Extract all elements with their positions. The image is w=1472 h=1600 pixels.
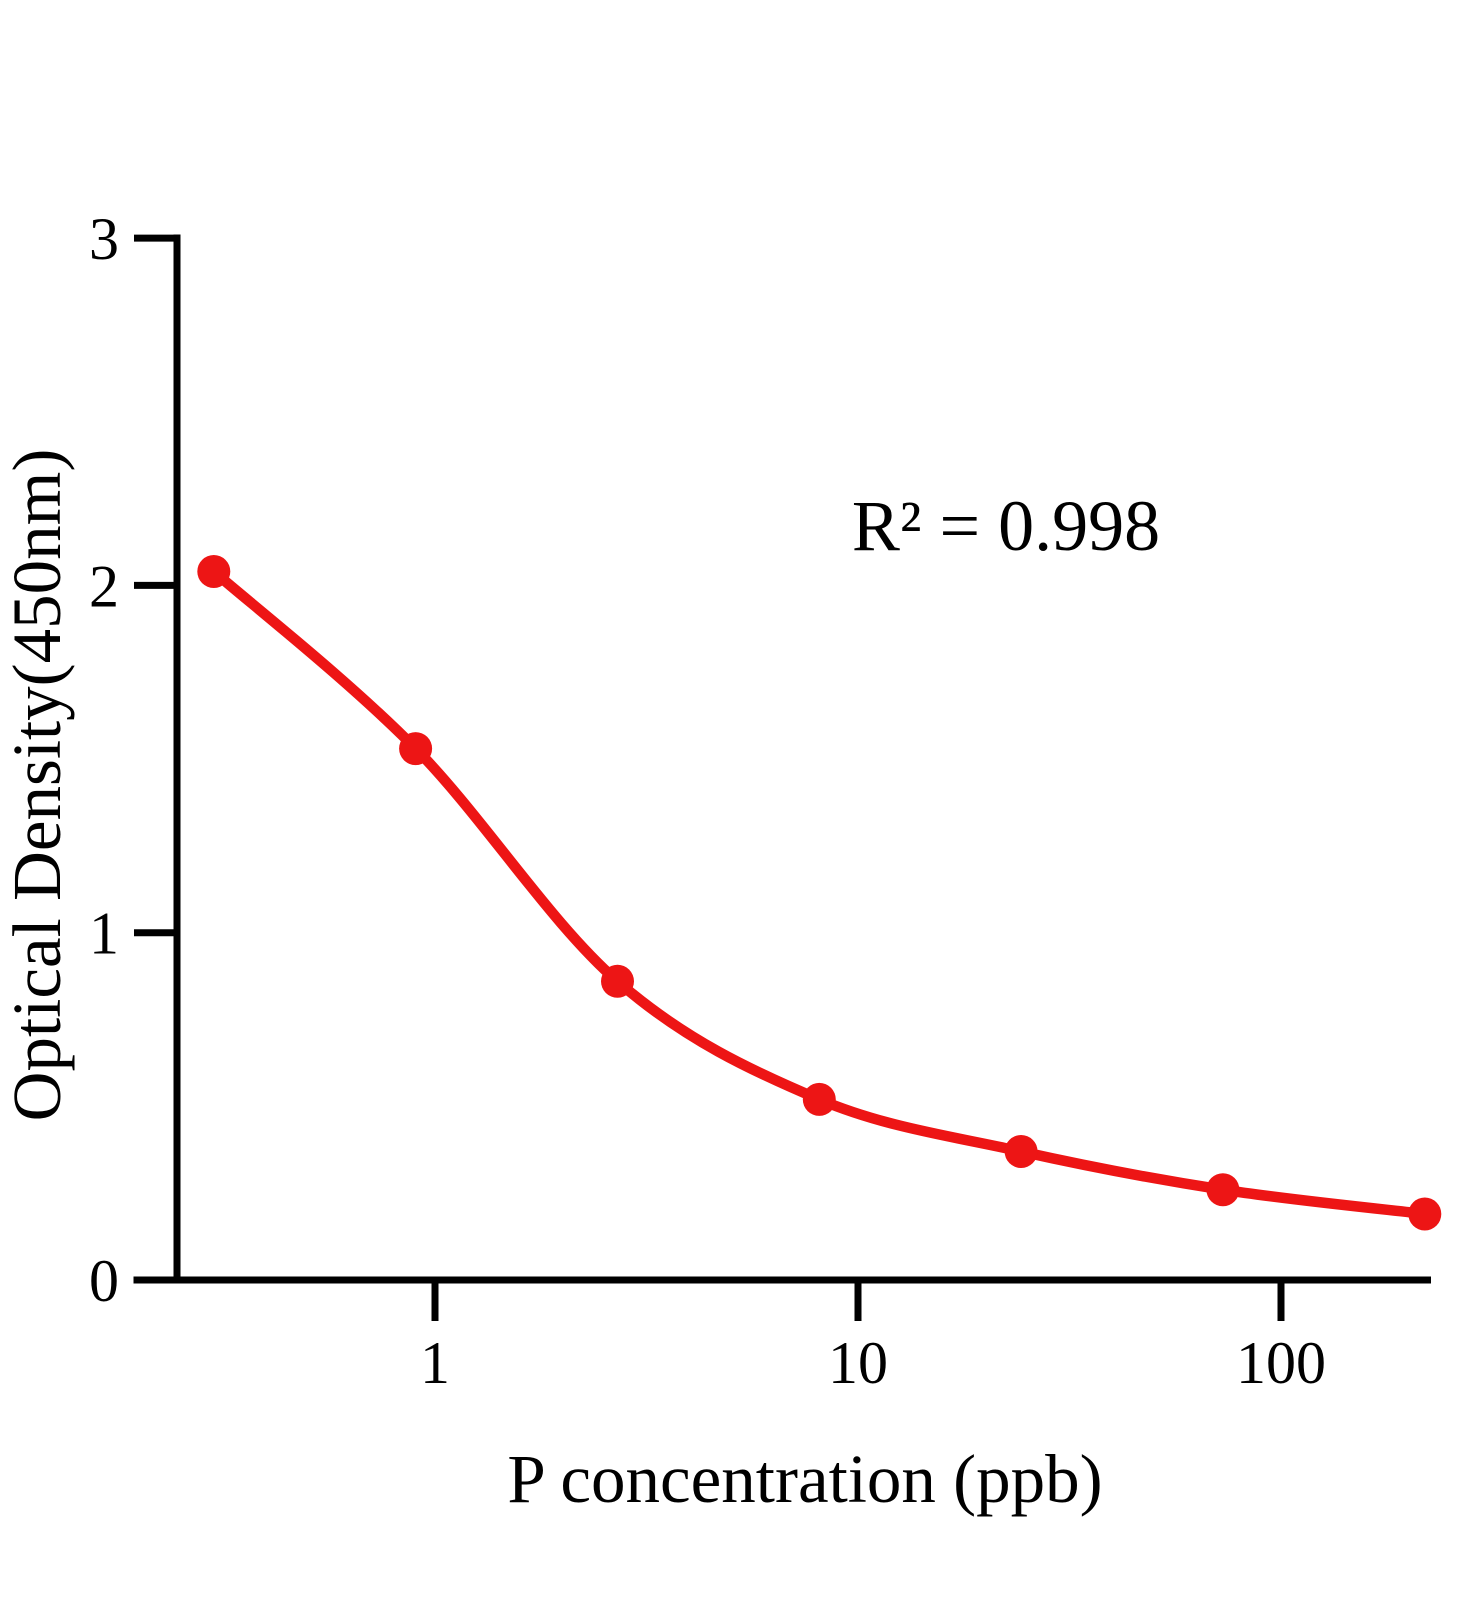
y-tick-label: 2 — [89, 553, 119, 619]
r-squared-annotation: R² = 0.998 — [852, 486, 1160, 566]
data-point — [1206, 1173, 1240, 1207]
x-tick-label: 1 — [420, 1330, 450, 1396]
y-axis-title: Optical Density(450nm) — [0, 449, 75, 1122]
axes — [133, 234, 1431, 1284]
data-point — [1408, 1197, 1442, 1231]
x-tick-label: 100 — [1236, 1330, 1326, 1396]
data-points — [197, 555, 1442, 1231]
tick-marks — [134, 234, 1285, 1321]
y-tick-label: 0 — [89, 1248, 119, 1314]
y-tick-label: 1 — [89, 901, 119, 967]
data-point — [1004, 1135, 1038, 1168]
data-point — [601, 964, 634, 998]
y-tick-label: 3 — [89, 206, 119, 272]
data-point — [802, 1082, 836, 1116]
x-axis-title: P concentration (ppb) — [507, 1441, 1102, 1517]
data-point — [399, 732, 433, 766]
fit-curve — [208, 566, 1431, 1220]
x-tick-label: 10 — [828, 1330, 888, 1396]
tick-labels: 1 10 100 0 1 2 3 — [89, 206, 1326, 1396]
data-point — [197, 555, 231, 588]
